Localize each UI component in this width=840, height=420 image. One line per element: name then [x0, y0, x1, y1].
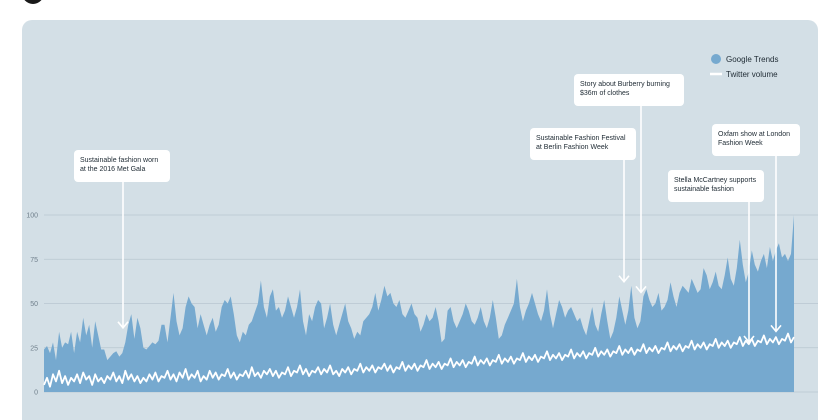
legend-label-twitter-volume: Twitter volume — [726, 70, 778, 79]
legend-swatch-google-trends — [711, 54, 721, 64]
annotation-text: Story about Burberry burning — [580, 81, 670, 88]
chart-panel: 0 25 50 75 100 Google Trends Twitter volume S… — [22, 20, 818, 420]
annotation-text: $36m of clothes — [580, 90, 630, 97]
annotation-text: at the 2016 Met Gala — [80, 166, 145, 173]
annotation-box — [530, 128, 636, 160]
annotation: Stella McCartney supports sustainable fas… — [668, 170, 764, 344]
y-tick-label: 50 — [30, 301, 38, 308]
annotation-arrowhead — [770, 324, 782, 333]
area-layer — [44, 215, 794, 392]
annotation-layer: Sustainable fashion worn at the 2016 Met … — [74, 74, 800, 344]
y-tick-label: 75 — [30, 257, 38, 264]
annotation-text: Stella McCartney supports — [674, 177, 757, 184]
annotation-text: sustainable fashion — [674, 186, 734, 193]
legend: Google Trends Twitter volume — [710, 54, 778, 79]
annotation-box — [74, 150, 170, 182]
annotation: Sustainable Fashion Festival at Berlin Fa… — [530, 128, 636, 284]
line-layer — [43, 332, 795, 388]
y-tick-label: 25 — [30, 345, 38, 352]
annotation: Oxfam show at London Fashion Week — [712, 124, 800, 333]
annotation-text: Sustainable fashion worn — [80, 157, 158, 164]
annotation-box — [574, 74, 684, 106]
brand-badge — [22, 0, 44, 4]
annotation-arrowhead — [635, 285, 647, 294]
annotation-box — [712, 124, 800, 156]
series-google-trends-area — [44, 215, 794, 392]
annotation-text: Sustainable Fashion Festival — [536, 135, 626, 142]
chart: 0 25 50 75 100 Google Trends Twitter volume S… — [26, 54, 818, 397]
annotation-text: at Berlin Fashion Week — [536, 144, 609, 151]
legend-label-google-trends: Google Trends — [726, 55, 778, 64]
annotation: Sustainable fashion worn at the 2016 Met … — [74, 150, 170, 330]
annotation-box — [668, 170, 764, 202]
annotation-text: Fashion Week — [718, 140, 763, 147]
annotation-arrowhead — [618, 275, 630, 284]
series-twitter-volume-line — [43, 332, 795, 388]
annotation-arrowhead — [743, 335, 755, 344]
y-tick-label: 100 — [26, 213, 38, 220]
y-tick-label: 0 — [34, 390, 38, 397]
annotation-text: Oxfam show at London — [718, 131, 790, 138]
annotation-arrowhead — [117, 321, 129, 330]
annotation: Story about Burberry burning $36m of clot… — [574, 74, 684, 294]
